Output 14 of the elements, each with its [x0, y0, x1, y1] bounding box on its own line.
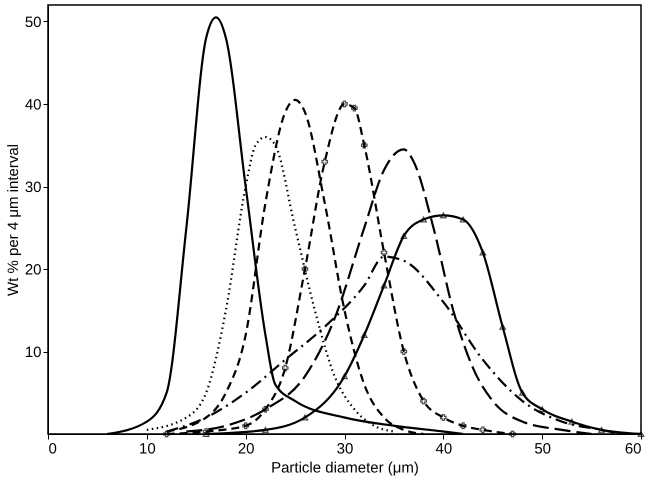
x-tick-label: 30 — [336, 440, 354, 458]
y-tick-label: 20 — [24, 262, 42, 278]
x-tick-label: 50 — [534, 440, 552, 458]
x-tick-label: 60 — [624, 440, 642, 458]
x-tick-label: 0 — [48, 440, 57, 458]
x-tick-label: 20 — [238, 440, 255, 458]
x-tick-label: 10 — [138, 440, 156, 458]
y-axis-title: Wt % per 4 μm interval — [4, 144, 22, 296]
y-tick-label: 40 — [24, 96, 42, 114]
y-tick-label: 50 — [24, 14, 42, 31]
y-tick-label: 30 — [24, 179, 42, 196]
x-tick-label: 40 — [435, 440, 452, 458]
x-axis-title: Particle diameter (μm) — [271, 460, 419, 476]
y-tick-label: 10 — [24, 344, 42, 361]
